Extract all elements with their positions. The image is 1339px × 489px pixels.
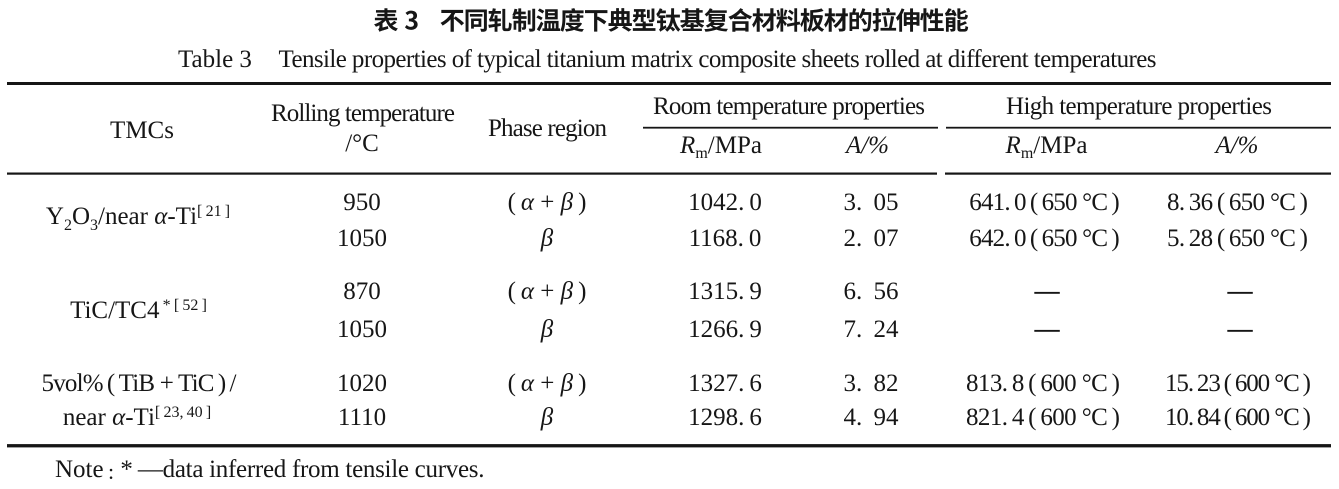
svg-text:Phase region: Phase region [488,115,608,142]
svg-text:Room temperature properties: Room temperature properties [653,93,925,120]
svg-text:1042. 0: 1042. 0 [688,189,762,216]
svg-text:TMCs: TMCs [110,117,174,144]
svg-text:Rm/MPa: Rm/MPa [1005,132,1088,162]
svg-text:Y2O3/near α-Ti[ 21 ]: Y2O3/near α-Ti[ 21 ] [46,203,230,234]
svg-text:2. 07: 2. 07 [843,225,898,252]
svg-text:5. 28 ( 650 °C ): 5. 28 ( 650 °C ) [1167,225,1308,252]
svg-text:4. 94: 4. 94 [843,404,899,431]
svg-text:/°C: /°C [345,130,379,157]
svg-text:1327. 6: 1327. 6 [688,370,762,397]
svg-text:3. 05: 3. 05 [843,189,898,216]
svg-text:A/%: A/% [844,132,889,159]
svg-text:1315. 9: 1315. 9 [688,278,762,305]
svg-text:( α + β ): ( α + β ) [508,278,587,305]
svg-text:1020: 1020 [337,370,387,397]
svg-text:3. 82: 3. 82 [843,370,898,397]
svg-text:Note : * —data inferred from: Note : * —data inferred from tensile cur… [55,456,484,484]
svg-text:1050: 1050 [337,316,387,343]
svg-text:1050: 1050 [337,225,387,252]
svg-text:1110: 1110 [338,404,386,431]
svg-text:1168. 0: 1168. 0 [689,225,762,252]
svg-text:A/%: A/% [1213,132,1258,159]
svg-text:near α-Ti[ 23, 40 ]: near α-Ti[ 23, 40 ] [63,404,211,431]
svg-text:1266. 9: 1266. 9 [688,316,762,343]
svg-text:641. 0 ( 650 °C ): 641. 0 ( 650 °C ) [969,189,1120,216]
svg-text:Tensile properties of typical: Tensile properties of typical titanium m… [279,46,1157,73]
svg-text:β: β [540,316,554,343]
svg-text:Rolling temperature: Rolling temperature [271,100,455,127]
svg-text:β: β [540,404,554,431]
svg-text:High temperature properties: High temperature properties [1006,93,1272,120]
svg-text:813. 8 ( 600 °C ): 813. 8 ( 600 °C ) [966,370,1120,397]
svg-text:β: β [540,225,554,252]
svg-text:7. 24: 7. 24 [843,316,899,343]
svg-text:Table 3: Table 3 [178,46,252,73]
svg-text:1298. 6: 1298. 6 [688,404,762,431]
svg-text:5vol% ( TiB + TiC ) /: 5vol% ( TiB + TiC ) / [42,370,237,397]
svg-text:870: 870 [343,278,381,305]
svg-text:821. 4 ( 600 °C ): 821. 4 ( 600 °C ) [966,404,1120,431]
svg-text:642. 0 ( 650 °C ): 642. 0 ( 650 °C ) [969,225,1120,252]
svg-text:6. 56: 6. 56 [843,278,898,305]
svg-text:( α + β ): ( α + β ) [508,189,587,216]
svg-text:( α + β ): ( α + β ) [508,370,587,397]
svg-text:8. 36 ( 650 °C ): 8. 36 ( 650 °C ) [1167,189,1308,216]
svg-text:Rm/MPa: Rm/MPa [679,132,762,162]
svg-text:10. 84 ( 600 °C ): 10. 84 ( 600 °C ) [1165,404,1311,431]
svg-text:950: 950 [343,189,381,216]
svg-text:15. 23 ( 600 °C ): 15. 23 ( 600 °C ) [1165,370,1311,397]
